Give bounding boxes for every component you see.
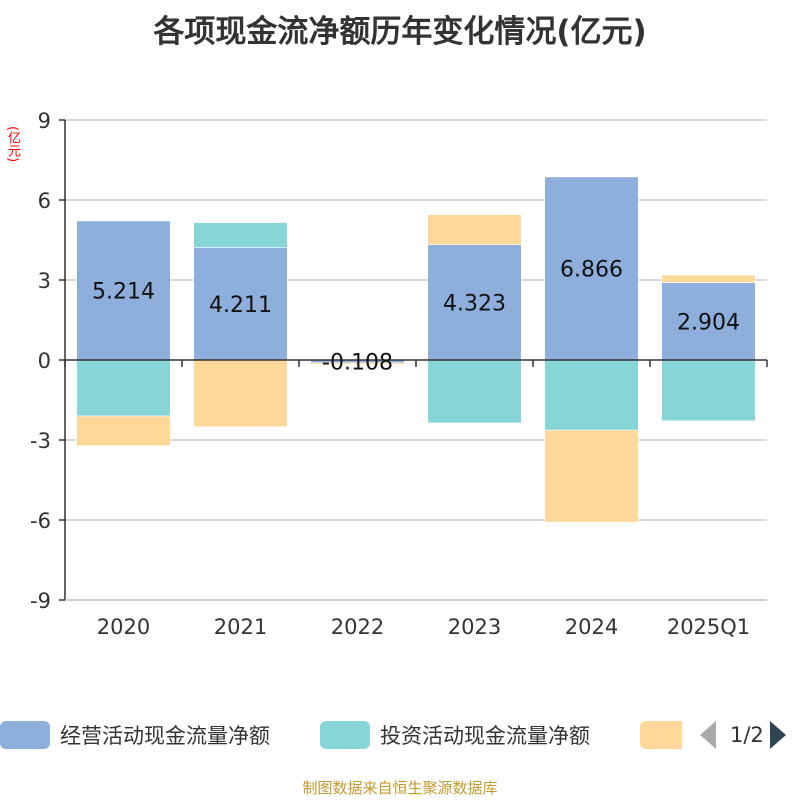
x-tick-label: 2025Q1 [667,615,750,639]
y-tick-label: -3 [30,429,51,453]
bar-segment-2023-s2[interactable] [427,214,522,246]
bar-segment-2024-s1[interactable] [544,359,639,431]
y-tick-label: 6 [38,189,51,213]
y-tick-label: 9 [38,109,51,133]
x-tick-label: 2020 [97,615,150,639]
bar-segment-2025Q1-s2[interactable] [661,274,756,283]
triangle-left-icon[interactable] [700,721,716,749]
axes: 9 6 3 0 -3 -6 -9 2020 2021 2022 2023 2024 2025Q1 [30,109,768,639]
bar-segment-2023-s1[interactable] [427,359,522,424]
x-tick-label: 2023 [448,615,501,639]
bar-segment-2023-s0[interactable] [427,244,522,361]
source-note: 制图数据来自恒生聚源数据库 [302,779,498,797]
data-label: 6.866 [560,257,623,282]
bar-segment-2020-s2[interactable] [76,415,171,447]
bar-segment-2021-s2[interactable] [193,359,288,427]
bar-segment-2022-s2[interactable] [310,362,405,365]
y-tick-label: -6 [30,509,51,533]
data-label: -0.108 [322,350,393,375]
y-tick-label: 3 [38,269,51,293]
bar-segment-2021-s1[interactable] [193,222,288,249]
legend-swatch-financing [640,721,682,749]
legend-item-investing[interactable]: 投资活动现金流量净额 [320,717,590,753]
legend-pager: 1/2 [700,717,786,753]
triangle-right-icon[interactable] [769,721,786,749]
data-label: 4.323 [443,291,506,316]
legend-swatch-investing [320,721,370,749]
bar-segment-2024-s2[interactable] [544,429,639,523]
y-tick-label: 0 [38,349,51,373]
legend-label-operating: 经营活动现金流量净额 [60,724,270,748]
x-tick-label: 2021 [214,615,267,639]
legend-item-operating[interactable]: 经营活动现金流量净额 [0,717,270,753]
legend-page-indicator: 1/2 [730,723,764,747]
x-tick-label: 2022 [331,615,384,639]
data-labels: 5.214 4.211 -0.108 4.323 6.866 2.904 [92,257,740,375]
y-axis-unit-label: (亿元) [5,125,20,163]
bar-segment-2025Q1-s0[interactable] [661,282,756,361]
data-label: 2.904 [677,310,740,335]
data-label: 5.214 [92,279,155,304]
y-tick-label: -9 [30,589,51,613]
bars [76,176,756,523]
bar-segment-2020-s1[interactable] [76,359,171,417]
x-tick-label: 2024 [565,615,618,639]
bar-segment-2024-s0[interactable] [544,176,639,361]
legend-item-financing[interactable] [640,717,682,753]
legend-label-investing: 投资活动现金流量净额 [380,724,590,748]
chart-title: 各项现金流净额历年变化情况(亿元) [153,14,647,50]
data-label: 4.211 [209,293,272,318]
bar-segment-2021-s0[interactable] [193,247,288,361]
bar-segment-2025Q1-s1[interactable] [661,359,756,422]
chart-plot: 9 6 3 0 -3 -6 -9 2020 2021 2022 2023 2024 2025Q1 5.2… [30,109,768,639]
legend-swatch-operating [0,721,50,749]
legend: 经营活动现金流量净额 投资活动现金流量净额 [0,717,800,753]
bar-segment-2020-s0[interactable] [76,220,171,361]
